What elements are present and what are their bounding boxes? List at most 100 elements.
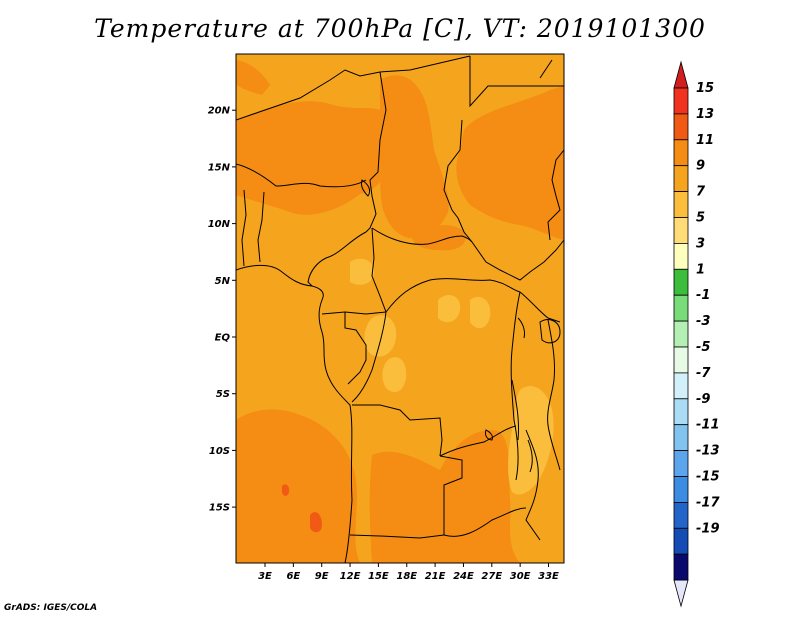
field-warm-angola (236, 409, 360, 563)
field-warm-chad (380, 75, 449, 238)
colorbar-label: -17 (696, 495, 720, 510)
colorbar-swatch (673, 346, 689, 374)
field-cool-gabon (364, 315, 397, 357)
temperature-field (236, 54, 564, 563)
field-hot-spot-2 (282, 484, 290, 496)
colorbar-label: 7 (696, 185, 706, 200)
colorbar-swatch (673, 268, 689, 296)
colorbar-swatch (673, 320, 689, 348)
colorbar-label: 9 (696, 159, 705, 174)
border-niger-nigeria (236, 163, 367, 188)
colorbar-label: 5 (696, 211, 705, 226)
field-warm-north-west (236, 101, 388, 215)
field-cool-central (438, 295, 461, 323)
lat-tick-label: 10N (208, 219, 231, 230)
border-nigeria-cameroon (307, 231, 367, 287)
colorbar-label: -11 (696, 418, 720, 433)
lake-albert (517, 317, 525, 339)
lon-tick-label: 18E (396, 571, 417, 582)
lon-tick-label: 21E (425, 571, 446, 582)
border-gabon-congo (344, 312, 367, 385)
colorbar-swatch (673, 553, 689, 581)
lon-tick-label: 15E (368, 571, 389, 582)
lat-tick-label: 10S (209, 446, 230, 457)
colorbar-label: -19 (696, 521, 720, 536)
border-car-drc (385, 278, 521, 313)
colorbar-swatch (673, 424, 689, 452)
colorbar-label: 3 (696, 236, 705, 251)
coastline-red-sea (539, 59, 553, 79)
colorbar-bottom-arrow (673, 579, 689, 608)
lon-tick-label: 9E (315, 571, 329, 582)
colorbar-swatch (673, 217, 689, 244)
colorbar-label: 1 (696, 262, 705, 277)
colorbar-swatch (673, 527, 689, 555)
colorbar-label: 13 (696, 107, 714, 122)
colorbar-swatch (673, 294, 689, 322)
lon-tick-label: 24E (453, 571, 474, 582)
lat-axis: 20N 15N 10N 5N EQ 5S 10S 15S (208, 106, 236, 514)
colorbar-swatch (673, 139, 689, 167)
country-borders (236, 55, 564, 563)
lon-tick-label: 6E (286, 571, 300, 582)
lat-tick-label: 15N (208, 162, 231, 173)
field-hot-spot-1 (310, 512, 322, 533)
field-cool-east (508, 386, 554, 495)
colorbar-label: -15 (696, 470, 720, 485)
colorbar-swatch (673, 165, 689, 192)
border-angola-zambia (439, 455, 463, 535)
border-south-sudan-uganda (519, 291, 561, 323)
coastline-west (236, 264, 353, 563)
field-warm-zambia (369, 430, 520, 563)
border-congo-drc (351, 311, 387, 403)
lat-tick-label: 5N (215, 276, 231, 287)
lake-mweru (485, 429, 493, 441)
colorbar-swatch (673, 450, 689, 477)
border-chad-sudan (443, 119, 473, 243)
border-namibia-angola (349, 534, 445, 539)
field-cool-drc (382, 357, 407, 393)
grads-credit: GrADS: IGES/COLA (4, 603, 98, 613)
chart-title: Temperature at 700hPa [C], VT: 201910130… (94, 14, 706, 43)
lat-tick-label: 20N (208, 106, 231, 117)
colorbar-label: 15 (696, 81, 714, 96)
border-malawi (525, 429, 541, 541)
border-sahara-north (236, 55, 471, 121)
lat-tick-label: 15S (209, 503, 230, 514)
lake-victoria (539, 319, 561, 344)
colorbar-top-arrow (673, 60, 689, 89)
colorbar-label: -5 (696, 340, 710, 355)
lat-tick-label: EQ (215, 333, 231, 344)
colorbar-swatch (673, 476, 689, 503)
field-warm-west-africa (236, 60, 270, 95)
border-zambia-south (443, 507, 527, 537)
lon-tick-label: 12E (340, 571, 361, 582)
field-warm-sudan (456, 86, 564, 240)
colorbar-label: -3 (696, 314, 710, 329)
border-drc-zambia (439, 425, 517, 457)
lon-axis: 3E 6E 9E 12E 15E 18E 21E 24E 27E 30E 33E (258, 563, 559, 582)
border-chad-car (371, 227, 473, 245)
colorbar-swatch (673, 372, 689, 400)
colorbar-swatch (673, 501, 689, 529)
colorbar-swatch (673, 242, 689, 270)
border-niger-chad (365, 71, 387, 233)
colorbar-swatch (673, 87, 689, 115)
border-libya-chad (469, 56, 564, 108)
lake-malawi (527, 439, 533, 473)
border-cameroon-gabon (321, 311, 387, 315)
border-benin-togo (241, 189, 247, 267)
lon-tick-label: 27E (481, 571, 502, 582)
lon-tick-label: 33E (538, 571, 559, 582)
border-benin-nigeria (257, 191, 265, 263)
border-drc-east (510, 291, 521, 481)
colorbar-label: -13 (696, 444, 720, 459)
colorbar-label: -9 (696, 392, 710, 407)
lake-tanganyika (511, 379, 519, 441)
border-sudan-ethiopia (547, 149, 564, 241)
colorbar-label: -1 (696, 288, 710, 303)
map-frame (235, 53, 565, 564)
colorbar-swatch (673, 113, 689, 141)
border-angola-drc (352, 404, 443, 457)
field-cool-east-2 (470, 296, 491, 329)
